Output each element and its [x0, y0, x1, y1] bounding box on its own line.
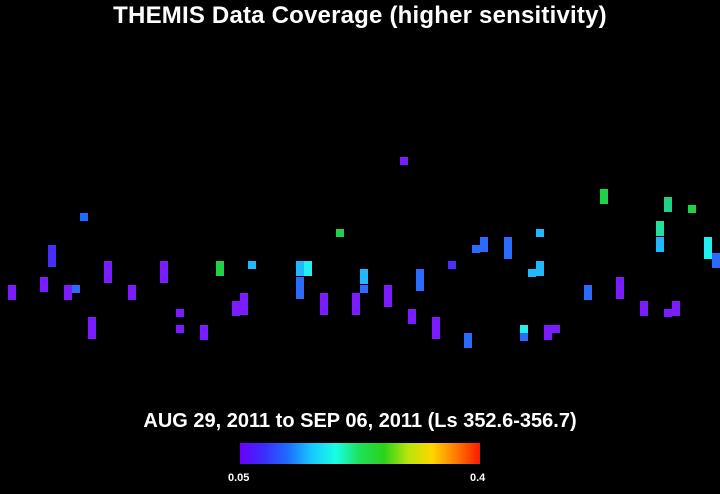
coverage-cell	[352, 293, 360, 315]
coverage-cell	[504, 237, 512, 259]
coverage-cell	[664, 309, 672, 317]
coverage-cell	[616, 277, 624, 299]
coverage-cell	[656, 237, 664, 252]
coverage-cell	[128, 285, 136, 300]
coverage-cell	[464, 333, 472, 348]
coverage-cell	[520, 325, 528, 333]
coverage-cell	[664, 197, 672, 212]
coverage-cell	[408, 309, 416, 324]
coverage-cell	[536, 261, 544, 276]
coverage-cell	[520, 333, 528, 341]
coverage-cell	[360, 285, 368, 293]
coverage-cell	[400, 157, 408, 165]
coverage-cell	[528, 269, 536, 277]
coverage-cell	[672, 301, 680, 316]
coverage-cell	[8, 285, 16, 300]
coverage-cell	[336, 229, 344, 237]
coverage-cell	[480, 237, 488, 252]
coverage-cell	[64, 285, 72, 300]
coverage-cell	[360, 269, 368, 284]
coverage-cell	[448, 261, 456, 269]
coverage-cell	[296, 277, 304, 299]
coverage-cell	[160, 261, 168, 283]
coverage-cell	[552, 325, 560, 333]
colorbar-min-label: 0.05	[228, 472, 250, 484]
coverage-cell	[712, 253, 720, 268]
coverage-cell	[384, 285, 392, 307]
coverage-cell	[240, 293, 248, 315]
coverage-cell	[584, 285, 592, 300]
coverage-cell	[232, 301, 240, 316]
coverage-cell	[48, 245, 56, 267]
coverage-cell	[248, 261, 256, 269]
coverage-cell	[296, 261, 304, 276]
coverage-cell	[72, 285, 80, 293]
colorbar-max-label: 0.4	[470, 472, 486, 484]
coverage-cell	[536, 229, 544, 237]
coverage-cell	[640, 301, 648, 316]
coverage-cell	[304, 261, 312, 276]
coverage-cell	[176, 325, 184, 333]
coverage-cell	[216, 261, 224, 276]
colorbar-rect	[240, 443, 480, 464]
coverage-cell	[704, 237, 712, 259]
date-range-label: AUG 29, 2011 to SEP 06, 2011 (Ls 352.6-3…	[143, 410, 577, 432]
coverage-cell	[416, 269, 424, 291]
coverage-cell	[688, 205, 696, 213]
coverage-cell	[88, 317, 96, 339]
coverage-cell	[656, 221, 664, 236]
coverage-cell	[432, 317, 440, 339]
colorbar	[240, 443, 480, 464]
coverage-cell	[320, 293, 328, 315]
coverage-cell	[600, 189, 608, 204]
chart-title: THEMIS Data Coverage (higher sensitivity…	[113, 2, 607, 29]
coverage-cell	[176, 309, 184, 317]
coverage-cell	[104, 261, 112, 283]
coverage-cells	[8, 157, 720, 348]
coverage-cell	[544, 325, 552, 340]
coverage-cell	[200, 325, 208, 340]
coverage-cell	[472, 245, 480, 253]
coverage-cell	[80, 213, 88, 221]
coverage-cell	[40, 277, 48, 292]
